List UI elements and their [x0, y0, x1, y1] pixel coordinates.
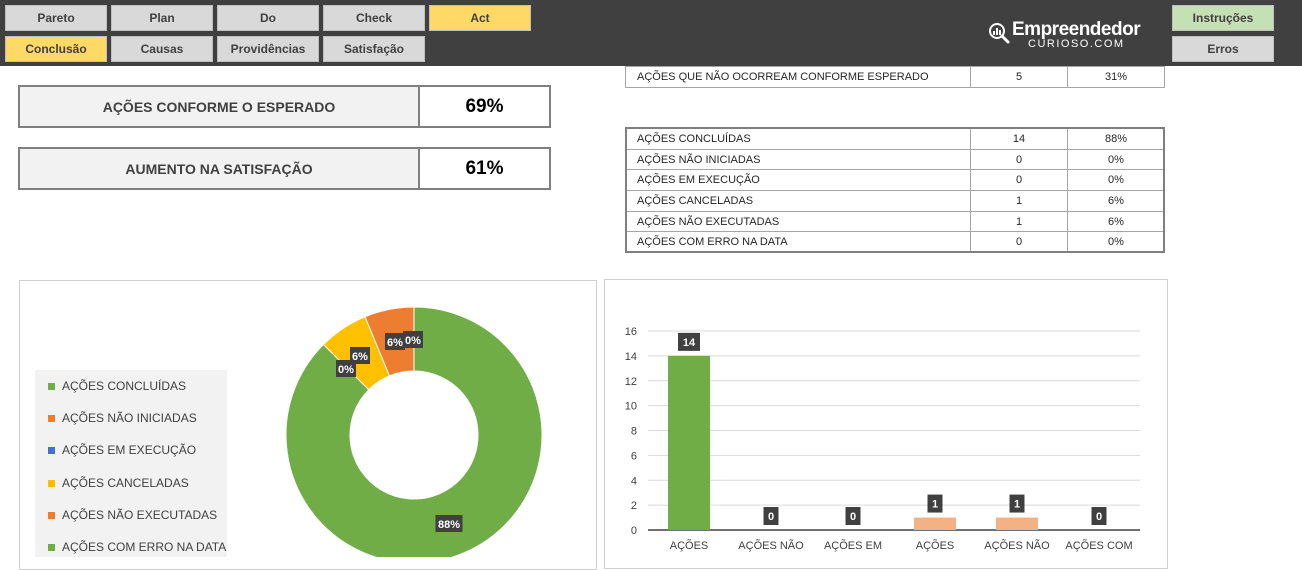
- row-label: AÇÕES CANCELADAS: [625, 190, 971, 212]
- bar-data-label: 14: [683, 337, 696, 349]
- nav-providencias-button[interactable]: Providências: [217, 36, 319, 62]
- y-tick-label: 16: [625, 326, 637, 338]
- y-tick-label: 10: [625, 401, 637, 413]
- magnifier-chart-icon: [989, 23, 1010, 44]
- y-tick-label: 8: [631, 426, 637, 438]
- bar-data-label: 0: [850, 511, 856, 523]
- bar-data-label-bg: [678, 332, 700, 351]
- nav-plan-button[interactable]: Plan: [111, 5, 213, 31]
- donut-data-label-bg: [350, 347, 370, 364]
- legend-label: AÇÕES CONCLUÍDAS: [62, 379, 187, 393]
- bar: [996, 517, 1038, 530]
- bar-data-label-bg: [845, 507, 861, 525]
- legend-item: AÇÕES EM EXECUÇÃO: [35, 442, 196, 458]
- bar-data-label-bg: [1009, 494, 1025, 513]
- erros-button[interactable]: Erros: [1172, 36, 1274, 62]
- legend-label: AÇÕES NÃO INICIADAS: [62, 411, 197, 425]
- nav-conclusao-button[interactable]: Conclusão: [5, 36, 107, 62]
- bar-data-label-bg: [763, 507, 779, 525]
- empreendedor-curioso-logo: Empreendedor CURIOSO.COM: [988, 18, 1158, 54]
- nav-check-button[interactable]: Check: [323, 5, 425, 31]
- legend-label: AÇÕES EM EXECUÇÃO: [62, 443, 197, 457]
- donut-data-label-bg: [336, 360, 356, 377]
- y-tick-label: 4: [631, 475, 637, 487]
- donut-data-label-bg: [403, 331, 423, 348]
- donut-data-label: 88%: [438, 519, 460, 531]
- legend-swatch: [48, 543, 55, 551]
- bar-data-label-bg: [1091, 507, 1107, 525]
- legend-label: AÇÕES NÃO EXECUTADAS: [62, 508, 218, 522]
- legend-label: AÇÕES CANCELADAS: [62, 476, 189, 490]
- row-label: AÇÕES NÃO EXECUTADAS: [625, 210, 971, 233]
- kpi-value: 69%: [465, 95, 504, 117]
- nav-satisfacao-button[interactable]: Satisfação: [323, 36, 425, 62]
- nav-causas-button[interactable]: Causas: [111, 36, 213, 62]
- x-tick-label: AÇÕES EM: [824, 539, 882, 552]
- x-tick-label: AÇÕES COM: [1065, 539, 1132, 552]
- kpi-value: 61%: [465, 157, 504, 179]
- legend-item: AÇÕES CONCLUÍDAS: [35, 378, 186, 394]
- nav-act-button[interactable]: Act: [429, 5, 531, 31]
- legend-swatch: [48, 446, 55, 454]
- bar-data-label: 1: [1014, 499, 1020, 511]
- bar: [668, 355, 710, 530]
- legend-item: AÇÕES COM ERRO NA DATA: [35, 539, 226, 555]
- nav-pareto-button[interactable]: Pareto: [5, 5, 107, 31]
- kpi-label: AÇÕES CONFORME O ESPERADO: [20, 87, 420, 126]
- legend-item: AÇÕES NÃO INICIADAS: [35, 410, 197, 426]
- nav-do-button[interactable]: Do: [217, 5, 319, 31]
- donut-data-label: 6%: [352, 351, 368, 363]
- legend-label: AÇÕES COM ERRO NA DATA: [62, 540, 227, 554]
- legend-swatch: [48, 479, 55, 487]
- logo-brand-text: Empreendedor: [1012, 19, 1141, 40]
- x-tick-label: AÇÕES NÃO: [984, 539, 1050, 552]
- kpi-aumento-satisfacao: AUMENTO NA SATISFAÇÃO 61%: [18, 147, 551, 190]
- x-tick-label: AÇÕES: [670, 539, 709, 552]
- table-row: AÇÕES CANCELADAS 1 6%: [625, 190, 1165, 212]
- instrucoes-button[interactable]: Instruções: [1172, 5, 1274, 31]
- bar-data-label-bg: [927, 494, 943, 513]
- donut-data-label-bg: [385, 333, 405, 350]
- legend-swatch: [48, 511, 55, 519]
- x-tick-label: AÇÕES NÃO: [738, 539, 804, 552]
- donut-legend: AÇÕES CONCLUÍDAS AÇÕES NÃO INICIADAS AÇÕES…: [35, 370, 227, 557]
- logo-sub-text: CURIOSO.COM: [1028, 38, 1125, 50]
- kpi-label: AUMENTO NA SATISFAÇÃO: [20, 149, 420, 188]
- bar: [914, 517, 956, 530]
- legend-item: AÇÕES CANCELADAS: [35, 475, 189, 491]
- row-percent: 31%: [1067, 66, 1165, 88]
- kpi-acoes-conforme: AÇÕES CONFORME O ESPERADO 69%: [18, 85, 551, 128]
- y-tick-label: 14: [625, 351, 637, 363]
- donut-slice: [285, 306, 543, 557]
- donut-chart: 88%0%0%6%6%: [285, 306, 543, 557]
- legend-item: AÇÕES NÃO EXECUTADAS: [35, 507, 217, 523]
- row-percent: 0%: [1067, 169, 1165, 192]
- donut-data-label: 0%: [405, 335, 421, 347]
- donut-data-label: 6%: [387, 337, 403, 349]
- y-tick-label: 12: [625, 376, 637, 388]
- bar-data-label: 1: [932, 499, 938, 511]
- table-row: AÇÕES QUE NÃO OCORREAM CONFORME ESPERADO…: [625, 66, 1165, 88]
- table-row: AÇÕES EM EXECUÇÃO 0 0%: [625, 169, 1165, 192]
- legend-swatch: [48, 382, 55, 390]
- donut-data-label-bg: [435, 515, 463, 532]
- bar-data-label: 0: [1096, 511, 1102, 523]
- donut-data-label: 0%: [338, 364, 354, 376]
- acoes-nao-conformes-table: AÇÕES QUE NÃO OCORREAM CONFORME ESPERADO…: [625, 66, 1165, 88]
- bar-data-label: 0: [768, 511, 774, 523]
- top-nav-bar: Pareto Plan Do Check Act Conclusão Causa…: [0, 0, 1302, 66]
- y-tick-label: 0: [631, 525, 637, 537]
- x-tick-label: AÇÕES: [916, 539, 955, 552]
- row-label: AÇÕES QUE NÃO OCORREAM CONFORME ESPERADO: [625, 66, 971, 88]
- table-row: AÇÕES NÃO EXECUTADAS 1 6%: [625, 210, 1165, 233]
- y-tick-label: 6: [631, 450, 637, 462]
- row-count: 5: [970, 66, 1068, 88]
- y-tick-label: 2: [631, 500, 637, 512]
- legend-swatch: [48, 414, 55, 422]
